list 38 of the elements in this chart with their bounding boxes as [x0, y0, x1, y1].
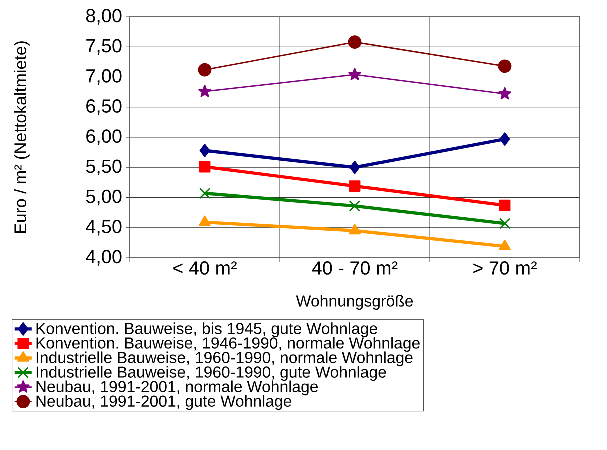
y-tick-label: 6,50 — [86, 100, 122, 116]
point — [348, 36, 362, 50]
legend-label: Konvention. Bauweise, 1946-1990, normale Wohnlage — [36, 337, 420, 352]
point — [348, 68, 362, 80]
legend-label: Industrielle Bauweise, 1960-1990, gute Wohnlage — [36, 366, 386, 382]
y-tick-label: 7,00 — [86, 69, 122, 86]
point — [200, 144, 210, 158]
point — [349, 200, 361, 212]
x-tick-label: < 40 m² — [174, 262, 237, 275]
point — [500, 132, 510, 146]
point — [349, 180, 361, 192]
point — [199, 188, 211, 200]
y-tick-label: 7,50 — [86, 39, 122, 55]
point — [498, 87, 512, 100]
point — [499, 218, 511, 230]
y-tick-label: 5,00 — [86, 190, 122, 206]
legend-label: Neubau, 1991-2001, gute Wohnlage — [36, 395, 292, 410]
point — [349, 224, 361, 235]
point — [198, 85, 212, 98]
x-axis-title: Wohnungsgröße — [296, 295, 414, 310]
point — [199, 216, 211, 226]
point — [350, 160, 360, 174]
point — [199, 161, 211, 173]
y-tick-label: 6,00 — [86, 130, 122, 146]
legend-label: Neubau, 1991-2001, normale Wohnlage — [36, 380, 318, 396]
point — [198, 63, 212, 77]
point — [499, 200, 511, 212]
y-tick-label: 8,00 — [86, 9, 122, 25]
legend-label: Industrielle Bauweise, 1960-1990, normale Wohnlage — [36, 352, 413, 367]
y-tick-label: 4,50 — [86, 220, 122, 236]
point — [498, 60, 512, 74]
y-tick-label: 5,50 — [86, 160, 122, 176]
point — [499, 240, 511, 250]
x-tick-label: 40 - 70 m² — [312, 262, 398, 275]
x-tick-label: > 70 m² — [474, 262, 537, 275]
y-axis-title: Euro / m² (Nettokaltmiete) — [14, 42, 30, 234]
legend-label: Konvention. Bauweise, bis 1945, gute Wohnlage — [36, 322, 378, 338]
y-tick-label: 4,00 — [86, 250, 122, 266]
